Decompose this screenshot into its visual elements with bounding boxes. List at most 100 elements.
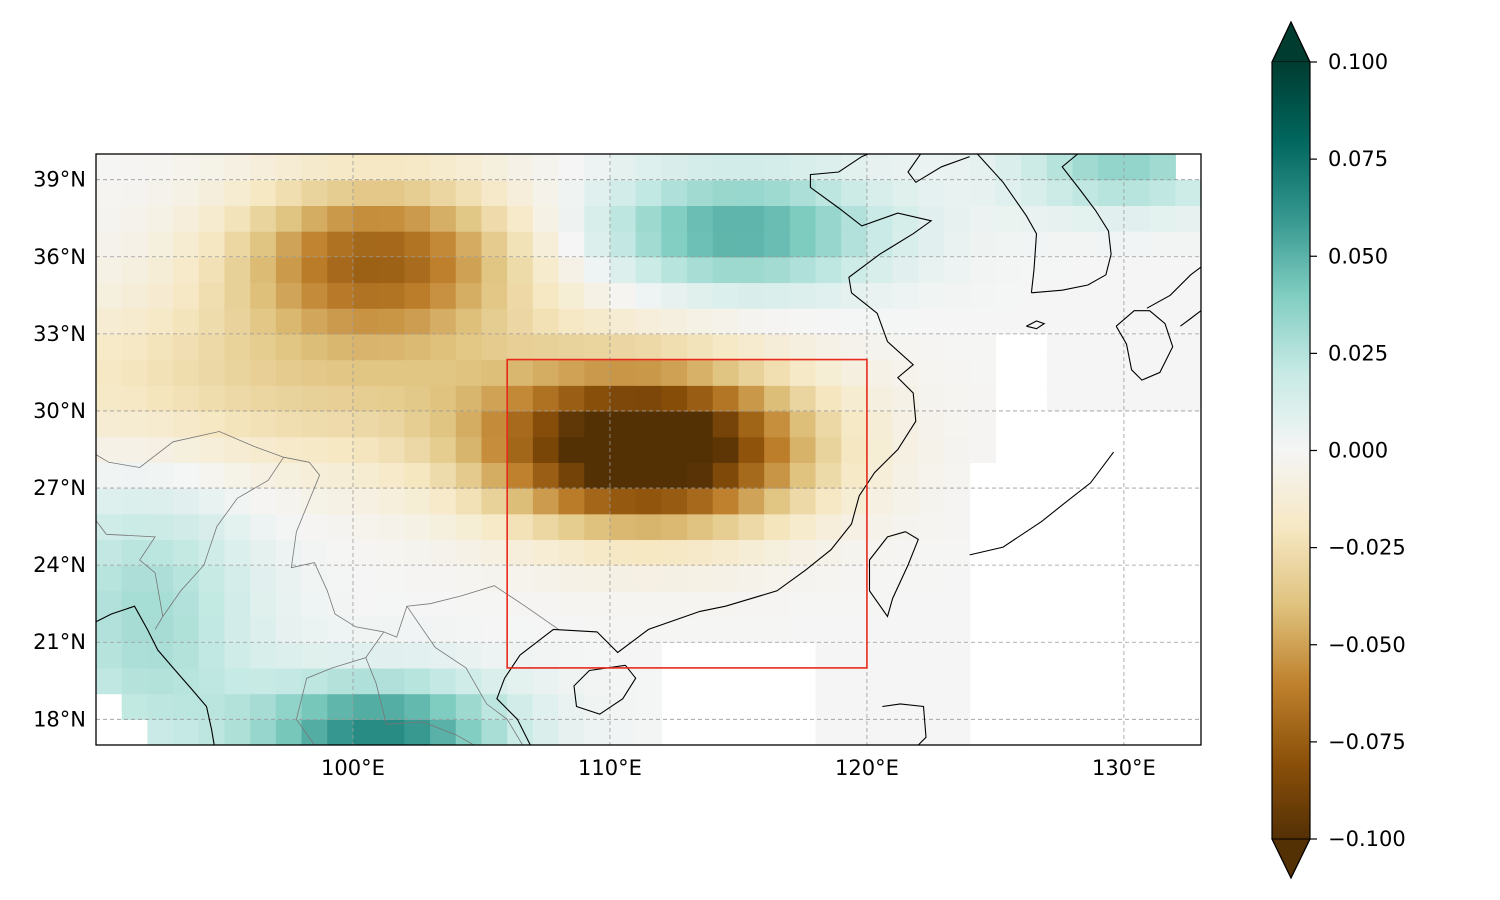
- colorbar-tick-label: 0.025: [1328, 341, 1388, 365]
- heatmap-cell: [1046, 179, 1074, 206]
- heatmap-cell: [224, 256, 251, 284]
- heatmap-cell: [866, 488, 894, 515]
- heatmap-cell: [764, 231, 791, 258]
- heatmap-cell: [275, 256, 303, 284]
- heatmap-cell: [250, 308, 277, 335]
- heatmap-cell: [558, 385, 585, 412]
- border-india_myanmar: [154, 456, 284, 630]
- heatmap-cell: [224, 616, 251, 643]
- heatmap-cell: [584, 488, 611, 515]
- colorbar-tick-label: 0.100: [1328, 50, 1388, 74]
- heatmap-cell: [661, 616, 688, 643]
- heatmap-cell: [275, 565, 303, 592]
- heatmap-cell: [1021, 205, 1048, 232]
- heatmap-cell: [892, 539, 919, 566]
- y-axis-ticks: 18°N 21°N 24°N 27°N 30°N 33°N 36°N 39°N: [33, 168, 86, 732]
- heatmap-cell: [404, 359, 431, 386]
- heatmap-cell: [712, 565, 740, 592]
- heatmap-cell: [918, 667, 945, 695]
- heatmap-cell: [121, 410, 148, 438]
- heatmap-cell: [661, 590, 688, 618]
- heatmap-cell: [969, 256, 997, 284]
- x-axis-ticks: 100°E 110°E 120°E 130°E: [321, 756, 1156, 780]
- heatmap-cell: [121, 693, 148, 720]
- heatmap-cell: [352, 205, 380, 232]
- heatmap-cell: [764, 488, 791, 515]
- heatmap-cell: [327, 410, 354, 438]
- heatmap-cell: [866, 616, 894, 643]
- heatmap-cell: [609, 616, 637, 643]
- heatmap-cell: [378, 282, 405, 309]
- colorbar-tick-label: −0.025: [1328, 536, 1406, 560]
- heatmap-cell: [866, 565, 894, 592]
- heatmap-cell: [1123, 282, 1151, 309]
- heatmap-cell: [1149, 256, 1176, 284]
- heatmap-cell: [866, 513, 894, 541]
- heatmap-cell: [532, 462, 560, 489]
- heatmap-cell: [609, 179, 637, 206]
- heatmap-cell: [430, 462, 457, 489]
- heatmap-cell: [275, 616, 303, 643]
- heatmap-cell: [404, 488, 431, 515]
- heatmap-cell: [96, 513, 123, 541]
- heatmap-cell: [455, 436, 483, 463]
- heatmap-cell: [892, 513, 919, 541]
- heatmap-cell: [687, 205, 714, 232]
- heatmap-cell: [275, 719, 303, 745]
- coastline-japan_shikoku_edge: [1180, 310, 1201, 327]
- heatmap-cell: [455, 513, 483, 541]
- heatmap-cell: [455, 693, 483, 720]
- heatmap-cell: [866, 667, 894, 695]
- heatmap-cell: [455, 642, 483, 669]
- heatmap-cell: [378, 693, 405, 720]
- heatmap-cell: [841, 693, 868, 720]
- heatmap-cell: [584, 333, 611, 361]
- heatmap-cell: [892, 642, 919, 669]
- heatmap-cell: [301, 282, 328, 309]
- heatmap-cell: [378, 179, 405, 206]
- heatmap-cell: [173, 642, 200, 669]
- heatmap-cell: [712, 590, 740, 618]
- heatmap-cell: [96, 179, 123, 206]
- heatmap-cell: [635, 333, 662, 361]
- heatmap-cell: [841, 385, 868, 412]
- heatmap-cell: [712, 231, 740, 258]
- heatmap-cell: [455, 282, 483, 309]
- heatmap-cell: [147, 179, 174, 206]
- heatmap-cell: [558, 590, 585, 618]
- heatmap-cell: [275, 642, 303, 669]
- heatmap-cell: [224, 513, 251, 541]
- heatmap-cell: [944, 205, 971, 232]
- heatmap-cell: [815, 282, 842, 309]
- heatmap-cell: [481, 179, 508, 206]
- heatmap-cell: [430, 590, 457, 618]
- heatmap-cell: [121, 205, 148, 232]
- heatmap-cell: [173, 359, 200, 386]
- heatmap-cell: [661, 565, 688, 592]
- heatmap-cell: [327, 282, 354, 309]
- heatmap-cell: [687, 282, 714, 309]
- heatmap-cell: [507, 616, 534, 643]
- heatmap-cell: [969, 282, 997, 309]
- heatmap-cell: [481, 565, 508, 592]
- heatmap-cell: [352, 436, 380, 463]
- heatmap-cell: [815, 616, 842, 643]
- heatmap-cell: [224, 436, 251, 463]
- heatmap-cell: [404, 333, 431, 361]
- heatmap-cell: [995, 282, 1022, 309]
- island-hainan: [573, 664, 637, 715]
- heatmap-cell: [866, 385, 894, 412]
- x-tick-label: 130°E: [1092, 756, 1156, 780]
- heatmap-cell: [1175, 333, 1201, 361]
- heatmap-cell: [584, 385, 611, 412]
- heatmap-cell: [352, 308, 380, 335]
- heatmap-cell: [481, 333, 508, 361]
- heatmap-cell: [147, 154, 174, 181]
- heatmap-cell: [764, 462, 791, 489]
- heatmap-cell: [96, 359, 123, 386]
- heatmap-cell: [327, 513, 354, 541]
- heatmap-cell: [661, 385, 688, 412]
- map-frame: [95, 153, 1202, 746]
- heatmap-cell: [173, 256, 200, 284]
- heatmap-cell: [789, 256, 817, 284]
